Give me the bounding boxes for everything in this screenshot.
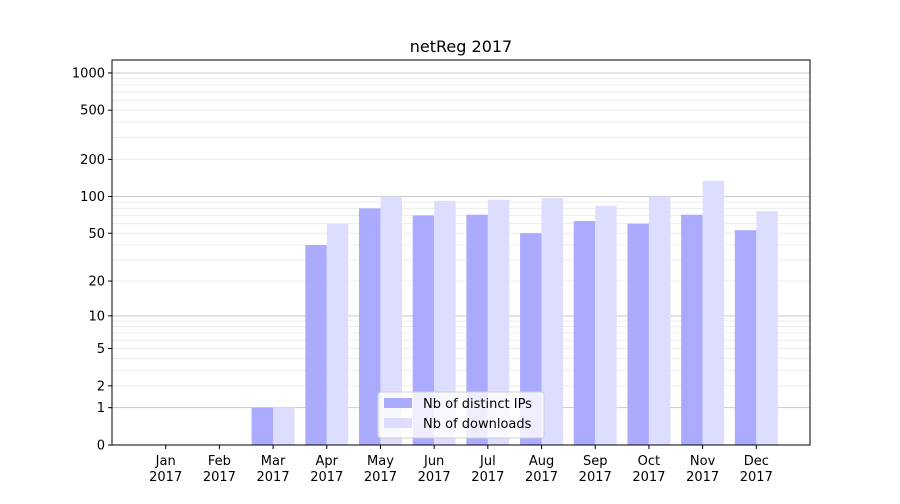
y-tick-label: 5: [97, 342, 105, 357]
bar-downloads: [487, 199, 510, 445]
chart-title: netReg 2017: [410, 37, 512, 56]
y-tick-label: 1: [97, 401, 105, 416]
bar-distinct-ips: [734, 230, 757, 445]
x-tick-label: Sep 2017: [579, 454, 612, 485]
legend-swatch: [384, 418, 412, 428]
bar-distinct-ips: [305, 245, 327, 445]
bar-distinct-ips: [358, 208, 381, 445]
legend-box: [377, 391, 545, 439]
bar-downloads: [702, 180, 725, 445]
y-tick-label: 1000: [72, 66, 105, 81]
y-tick-label: 100: [80, 190, 105, 205]
bar-downloads: [648, 196, 671, 445]
bar-downloads: [756, 211, 778, 445]
y-tick-label: 0: [97, 439, 105, 454]
bar-distinct-ips: [573, 221, 596, 445]
bar-distinct-ips: [251, 407, 274, 445]
x-tick-label: Aug 2017: [525, 454, 558, 485]
legend-label: Nb of downloads: [423, 417, 532, 432]
bar-distinct-ips: [681, 214, 703, 445]
y-tick-label: 10: [88, 309, 105, 324]
bar-distinct-ips: [627, 223, 649, 445]
x-tick-label: Apr 2017: [310, 454, 343, 485]
y-tick-label: 20: [88, 275, 105, 290]
x-tick-label: Dec 2017: [740, 454, 773, 485]
legend-label: Nb of distinct IPs: [423, 397, 532, 412]
x-axis: Jan 2017 Feb 2017 Mar 2017 Apr 2017 May 2017 Jun 20…: [149, 445, 773, 485]
plot-frame: [111, 59, 811, 446]
x-tick-label: Oct 2017: [632, 454, 665, 485]
y-tick-label: 50: [88, 227, 105, 242]
x-tick-label: Feb 2017: [203, 454, 236, 485]
bar-downloads: [541, 198, 564, 445]
x-tick-label: Mar 2017: [257, 454, 290, 485]
bar-distinct-ips: [412, 215, 435, 445]
y-axis: 0 1 2 5 10 20 50 100 200 500 1000: [72, 66, 112, 454]
bar-downloads: [273, 407, 295, 445]
x-tick-label: Jun 2017: [418, 454, 451, 485]
bar-distinct-ips: [466, 214, 488, 445]
bar-downloads: [326, 223, 349, 445]
x-tick-label: Jan 2017: [149, 454, 182, 485]
bar-downloads: [595, 205, 617, 445]
x-tick-label: Nov 2017: [686, 454, 719, 485]
legend-swatch: [384, 398, 412, 408]
bar-downloads: [434, 200, 456, 445]
x-tick-label: Jul 2017: [471, 454, 504, 485]
legend: Nb of distinct IPs Nb of downloads: [377, 391, 545, 439]
x-tick-label: May 2017: [364, 454, 397, 485]
y-tick-label: 500: [80, 104, 105, 119]
y-tick-label: 200: [80, 153, 105, 168]
y-tick-label: 2: [97, 379, 105, 394]
bar-downloads: [380, 196, 402, 445]
